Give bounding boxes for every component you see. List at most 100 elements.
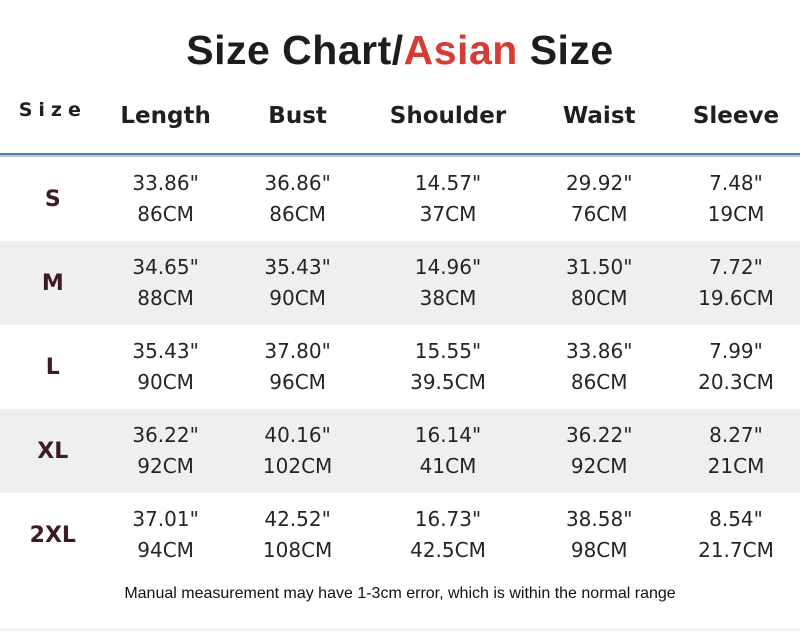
measurement-disclaimer: Manual measurement may have 1-3cm error,…	[124, 585, 676, 603]
size-label: M	[41, 270, 64, 296]
cell-sleeve: 7.48" 19CM	[671, 155, 800, 241]
page-title: Size Chart/Asian Size	[0, 0, 800, 75]
cell-waist: 33.86" 86CM	[526, 325, 672, 409]
title-highlight: Asian	[403, 27, 518, 73]
value-cm: 38CM	[419, 286, 477, 311]
cell-length: 33.86" 86CM	[105, 155, 226, 241]
value-inches: 33.86"	[132, 171, 199, 196]
cell-bust: 35.43" 90CM	[226, 241, 370, 325]
cell-bust: 36.86" 86CM	[225, 155, 370, 241]
value-inches: 14.96"	[414, 255, 482, 280]
cell-length: 37.01" 94CM	[106, 493, 226, 577]
value-cm: 92CM	[570, 454, 628, 479]
value-cm: 42.5CM	[410, 538, 486, 563]
value-inches: 31.50"	[565, 255, 633, 280]
value-cm: 19CM	[707, 202, 765, 227]
value-inches: 40.16"	[264, 423, 331, 448]
value-inches: 8.54"	[709, 507, 763, 532]
value-cm: 41CM	[419, 454, 477, 479]
column-header-bust: Bust	[225, 85, 370, 156]
cell-waist: 36.22" 92CM	[526, 409, 672, 493]
cell-sleeve: 7.99" 20.3CM	[672, 325, 800, 409]
value-cm: 19.6CM	[698, 286, 774, 311]
table-header-row: Size Length Bust Shoulder Waist Sleeve	[0, 85, 800, 156]
value-cm: 98CM	[570, 538, 628, 563]
value-inches: 16.14"	[414, 423, 482, 448]
size-label: S	[0, 155, 106, 241]
column-header-length: Length	[105, 85, 226, 156]
value-cm: 102CM	[262, 454, 333, 479]
cell-waist: 29.92" 76CM	[526, 155, 672, 241]
value-cm: 21CM	[707, 454, 765, 479]
value-cm: 88CM	[137, 286, 194, 311]
value-cm: 39.5CM	[410, 370, 486, 395]
value-inches: 7.72"	[709, 255, 763, 280]
table-row-s: S 33.86" 86CM 36.86" 86CM 14.57" 37CM 29…	[0, 155, 800, 241]
table-row-m: M 34.65" 88CM 35.43" 90CM 14.96" 38CM 31…	[0, 241, 800, 326]
bottom-divider	[0, 628, 800, 631]
title-suffix: Size	[517, 27, 614, 73]
value-inches: 15.55"	[414, 339, 482, 364]
cell-length: 35.43" 90CM	[106, 325, 226, 409]
value-inches: 7.48"	[709, 171, 763, 196]
value-inches: 34.65"	[132, 255, 199, 280]
value-cm: 90CM	[137, 370, 194, 395]
value-inches: 42.52"	[264, 507, 331, 532]
value-cm: 96CM	[269, 370, 326, 395]
value-inches: 16.73"	[414, 507, 482, 532]
value-inches: 35.43"	[132, 339, 199, 364]
value-cm: 86CM	[570, 370, 628, 395]
value-inches: 37.01"	[132, 507, 199, 532]
table-row-xl: XL 36.22" 92CM 40.16" 102CM 16.14" 41CM …	[0, 409, 800, 494]
column-header-waist: Waist	[526, 85, 672, 156]
size-label: L	[45, 354, 60, 380]
value-cm: 80CM	[570, 286, 628, 311]
cell-sleeve: 8.54" 21.7CM	[672, 493, 800, 577]
value-inches: 14.57"	[414, 171, 482, 196]
value-cm: 92CM	[137, 454, 194, 479]
cell-bust: 37.80" 96CM	[226, 325, 370, 409]
cell-length: 34.65" 88CM	[106, 241, 226, 325]
size-label: XL	[37, 438, 69, 464]
cell-shoulder: 14.57" 37CM	[369, 155, 527, 241]
value-inches: 38.58"	[565, 507, 633, 532]
value-inches: 36.22"	[132, 423, 199, 448]
table-row-l: L 35.43" 90CM 37.80" 96CM 15.55" 39.5CM …	[0, 325, 800, 409]
title-prefix: Size Chart/	[186, 27, 404, 73]
value-inches: 8.27"	[709, 423, 763, 448]
cell-length: 36.22" 92CM	[106, 409, 226, 493]
column-header-sleeve: Sleeve	[671, 85, 800, 156]
column-header-size: Size	[0, 85, 106, 156]
value-inches: 36.22"	[565, 423, 633, 448]
cell-bust: 42.52" 108CM	[226, 493, 370, 577]
cell-sleeve: 7.72" 19.6CM	[672, 241, 800, 325]
value-cm: 94CM	[137, 538, 194, 563]
value-inches: 35.43"	[264, 255, 331, 280]
cell-bust: 40.16" 102CM	[226, 409, 370, 493]
cell-shoulder: 14.96" 38CM	[370, 241, 527, 325]
value-cm: 20.3CM	[698, 370, 774, 395]
value-cm: 108CM	[262, 538, 333, 563]
value-inches: 37.80"	[264, 339, 331, 364]
value-inches: 36.86"	[264, 171, 331, 196]
value-cm: 90CM	[269, 286, 326, 311]
value-inches: 29.92"	[565, 171, 633, 196]
cell-shoulder: 16.14" 41CM	[370, 409, 527, 493]
value-cm: 21.7CM	[698, 538, 774, 563]
cell-shoulder: 15.55" 39.5CM	[370, 325, 527, 409]
value-cm: 86CM	[137, 202, 194, 227]
column-header-shoulder: Shoulder	[369, 85, 527, 156]
value-cm: 37CM	[419, 202, 477, 227]
size-label: 2XL	[29, 522, 76, 548]
size-chart-table: Size Length Bust Shoulder Waist Sleeve S…	[0, 85, 800, 577]
cell-sleeve: 8.27" 21CM	[672, 409, 800, 493]
value-cm: 86CM	[269, 202, 326, 227]
table-row-2xl: 2XL 37.01" 94CM 42.52" 108CM 16.73" 42.5…	[0, 493, 800, 577]
value-inches: 7.99"	[709, 339, 763, 364]
cell-shoulder: 16.73" 42.5CM	[370, 493, 527, 577]
value-cm: 76CM	[570, 202, 628, 227]
cell-waist: 31.50" 80CM	[526, 241, 672, 325]
value-inches: 33.86"	[565, 339, 633, 364]
cell-waist: 38.58" 98CM	[526, 493, 672, 577]
